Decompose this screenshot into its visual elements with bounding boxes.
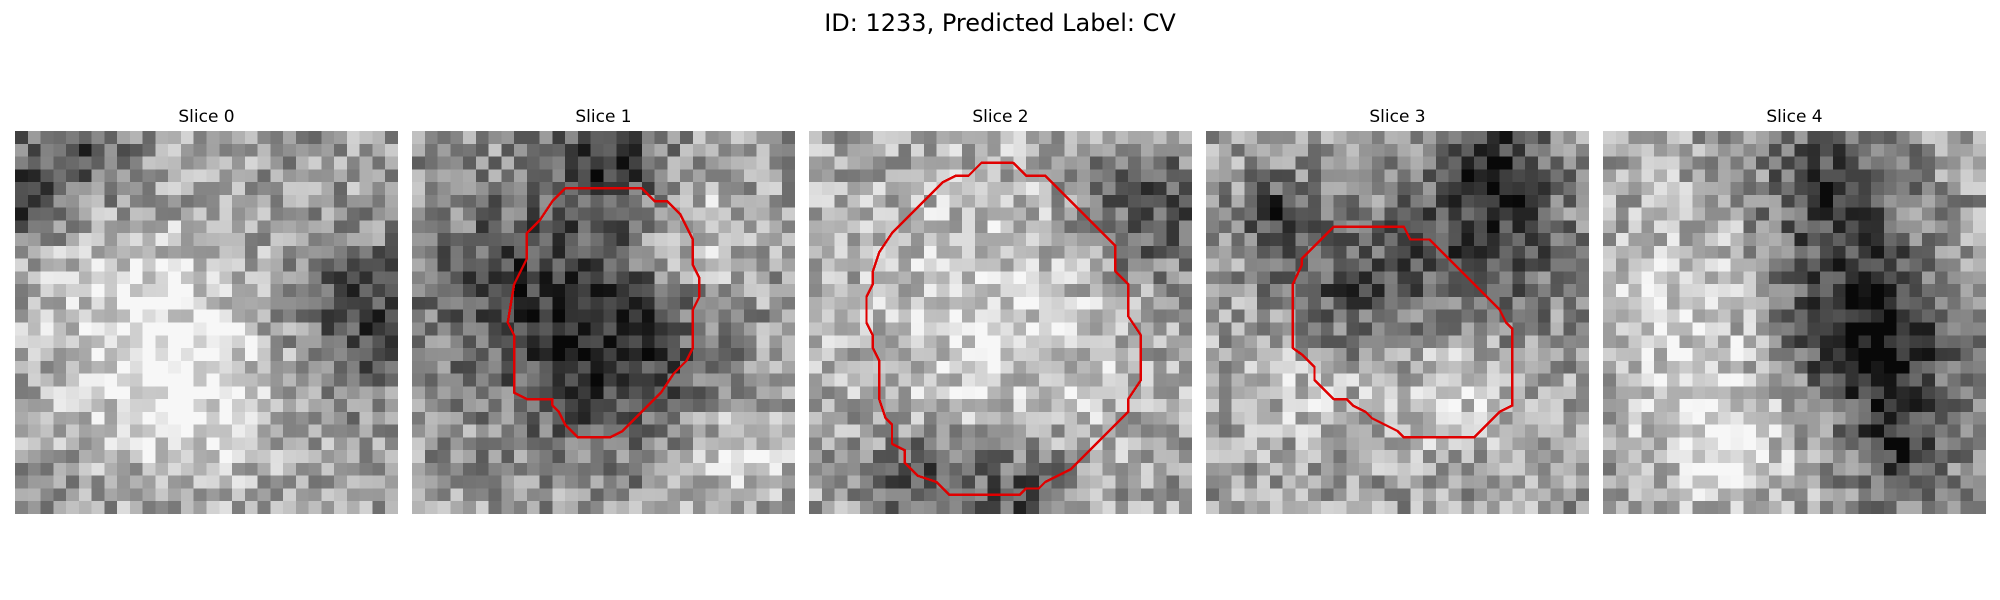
- slice-image: [15, 131, 398, 514]
- slice-title: Slice 4: [1766, 107, 1823, 127]
- slice-image: [1206, 131, 1589, 514]
- slice-panel-4: Slice 4: [1603, 105, 1986, 514]
- slice-panel-1: Slice 1: [412, 105, 795, 514]
- slice-title: Slice 1: [575, 107, 632, 127]
- slice-panel-0: Slice 0: [15, 105, 398, 514]
- figure-title: ID: 1233, Predicted Label: CV: [824, 9, 1176, 37]
- slice-panel-3: Slice 3: [1206, 105, 1589, 514]
- slice-title: Slice 2: [972, 107, 1029, 127]
- slice-image: [809, 131, 1192, 514]
- slice-title: Slice 0: [178, 107, 235, 127]
- slice-title: Slice 3: [1369, 107, 1426, 127]
- segmentation-contour: [1293, 227, 1513, 438]
- slice-image: [1603, 131, 1986, 514]
- slice-image: [412, 131, 795, 514]
- slice-panel-2: Slice 2: [809, 105, 1192, 514]
- segmentation-contour: [866, 163, 1140, 495]
- segmentation-contour: [508, 188, 700, 437]
